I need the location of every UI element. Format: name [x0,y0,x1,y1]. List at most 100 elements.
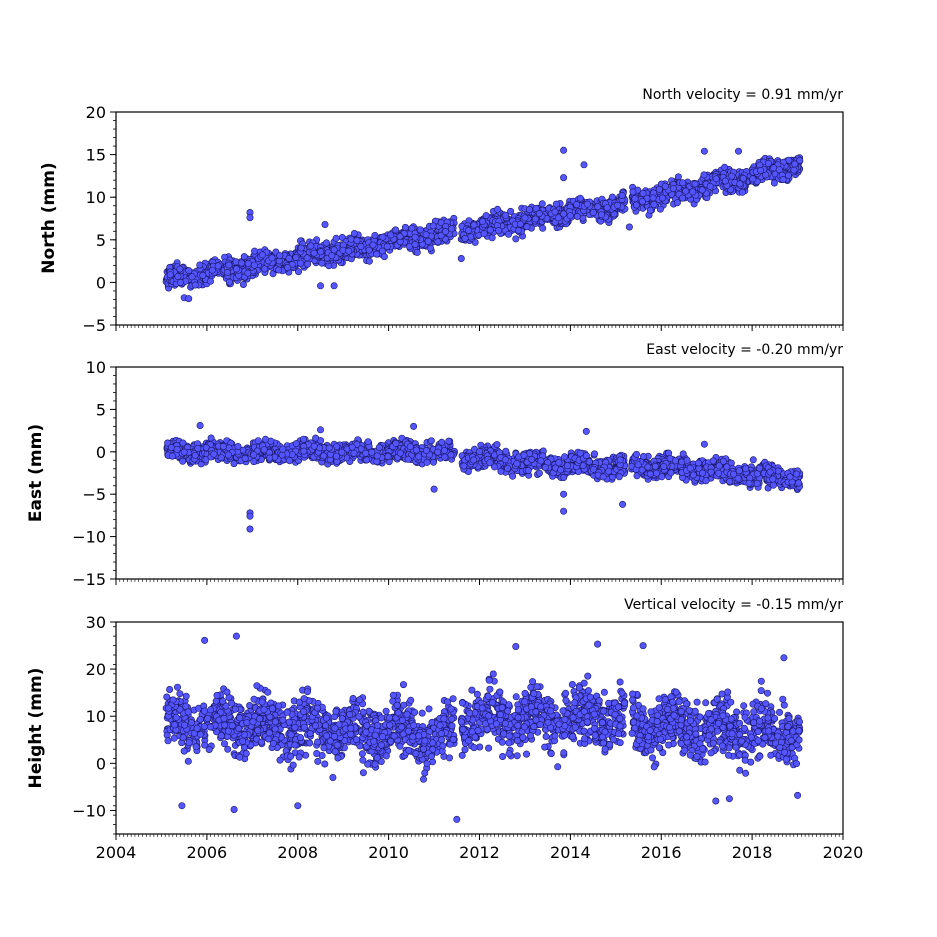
north-data-point [166,271,174,279]
north-points [162,146,804,303]
north-outlier-point [580,161,588,169]
north-data-point [365,257,373,265]
north-data-point [380,253,388,261]
north-data-point [728,172,736,180]
east-data-point [502,447,510,455]
east-data-point [373,452,381,460]
north-data-point [292,254,300,262]
east-data-point [447,451,455,459]
north-data-point [214,262,222,270]
east-data-point [210,450,218,458]
north-data-point [294,268,302,276]
north-data-point [790,166,798,174]
north-data-point [691,180,699,188]
east-data-point [504,464,512,472]
east-data-point [524,466,532,474]
north-outlier-point [457,255,465,263]
east-data-point [528,455,536,463]
north-data-point [661,182,669,190]
north-data-point [638,198,646,206]
north-data-point [629,188,637,196]
north-data-point [365,246,373,254]
east-data-point [605,467,613,475]
north-data-point [318,259,326,267]
north-velocity-title: North velocity = 0.91 mm/yr [642,87,843,103]
north-outlier-point [246,214,254,222]
north-data-point [576,194,584,202]
north-data-point [408,224,416,232]
north-data-point [328,252,336,260]
north-data-point [698,186,706,194]
north-data-point [721,163,729,171]
north-data-point [401,223,409,231]
north-data-point [244,259,252,267]
north-data-point [240,253,248,261]
north-data-point [618,192,626,200]
east-data-point [254,437,262,445]
east-data-point [486,459,494,467]
north-data-point [185,267,193,275]
north-data-point [646,206,654,214]
east-data-point [285,457,293,465]
east-data-point [279,445,287,453]
east-data-point [219,442,227,450]
north-data-point [429,222,437,230]
north-data-point [268,254,276,262]
east-data-point [589,465,597,473]
north-data-point [700,171,708,179]
north-outlier-point [321,221,329,229]
north-data-point [411,241,419,249]
east-data-point [250,458,258,466]
east-data-point [406,443,414,451]
north-data-point [689,188,697,196]
north-data-point [589,209,597,217]
north-data-point [310,249,318,257]
north-data-point [347,235,355,243]
north-data-point [538,200,546,208]
east-data-point [396,449,404,457]
north-data-point [424,237,432,245]
east-ytick-label: 0 [96,443,106,462]
north-data-point [482,212,490,220]
east-data-point [501,456,509,464]
east-data-point [497,467,505,475]
north-data-point [196,261,204,269]
north-data-point [721,177,729,185]
east-data-point [615,473,623,481]
north-data-point [434,238,442,246]
north-data-point [516,220,524,228]
east-data-point [404,455,412,463]
north-data-point [276,252,284,260]
north-data-point [396,233,404,241]
east-data-point [310,442,318,450]
north-data-point [285,254,293,262]
north-data-point [539,224,547,232]
east-data-point [224,451,232,459]
north-data-point [207,277,215,285]
north-data-point [422,231,430,239]
north-data-point [573,213,581,221]
east-ytick-label: 5 [96,400,106,419]
north-data-point [521,214,529,222]
east-data-point [537,457,545,465]
north-data-point [597,211,605,219]
north-data-point [791,160,799,168]
east-data-point [555,459,563,467]
east-ytick-label: 10 [86,358,106,377]
east-data-point [300,447,308,455]
east-data-point [509,472,517,480]
north-data-point [239,280,247,288]
north-data-point [411,233,419,241]
north-outlier-point [560,174,568,182]
east-data-point [599,473,607,481]
north-data-point [502,211,510,219]
east-data-point [412,446,420,454]
north-data-point [749,175,757,183]
north-data-point [371,232,379,240]
north-data-point [764,159,772,167]
east-data-point [320,452,328,460]
north-data-point [332,234,340,242]
north-data-point [551,208,559,216]
east-data-point [194,444,202,452]
